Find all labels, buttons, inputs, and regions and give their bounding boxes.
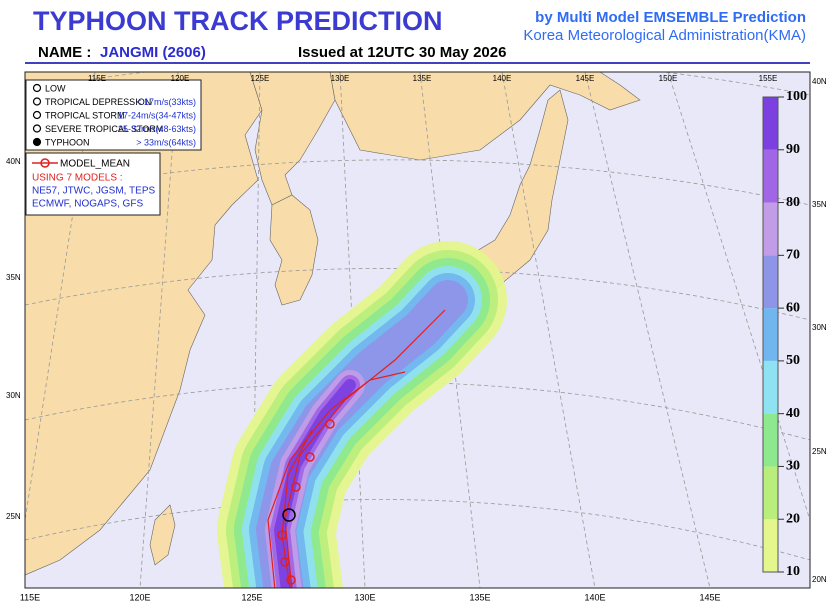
colorbar-segment	[763, 466, 778, 520]
lon-label: 120E	[129, 592, 150, 602]
legend-label: TROPICAL STORM	[45, 110, 125, 120]
colorbar-frame	[762, 96, 779, 573]
legend-symbol	[32, 137, 42, 147]
name-label: NAME :	[38, 44, 91, 61]
lon-label: 145E	[699, 592, 720, 602]
legend-symbol	[32, 124, 42, 133]
legend-label: TROPICAL DEPRESSION	[45, 97, 151, 107]
lat-label: 35N	[6, 273, 21, 282]
lat-label: 30N	[6, 391, 21, 400]
models-list: NE57, JTWC, JGSM, TEPS	[32, 186, 155, 197]
probability-area	[274, 379, 356, 588]
lon-label: 125E	[241, 592, 262, 602]
legend-range: > 33m/s(64kts)	[136, 137, 196, 147]
lon-label: 135E	[413, 74, 432, 83]
legend-label: TYPHOON	[45, 137, 90, 147]
colorbar-segment	[763, 202, 778, 256]
title: TYPHOON TRACK PREDICTION	[33, 6, 443, 36]
legend-symbol	[32, 83, 42, 93]
colorbar-label: 70	[786, 248, 800, 263]
models-list: ECMWF, NOGAPS, GFS	[32, 199, 143, 210]
legend-range: < 17m/s(33kts)	[136, 97, 196, 107]
lat-label: 20N	[812, 575, 827, 584]
lon-label: 115E	[88, 74, 106, 83]
lon-label: 130E	[354, 592, 375, 602]
track-lines	[267, 309, 446, 588]
map	[25, 72, 810, 588]
lon-label: 145E	[576, 74, 595, 83]
source-line: Korea Meteorological Administration(KMA)	[523, 27, 806, 44]
colorbar-label: 80	[786, 195, 800, 210]
colorbar-segment	[763, 255, 778, 309]
lat-label: 40N	[6, 157, 21, 166]
lon-label: 125E	[251, 74, 270, 83]
lat-label: 25N	[812, 447, 827, 456]
lon-label: 130E	[331, 74, 350, 83]
colorbar-label: 50	[786, 353, 800, 368]
colorbar: 10 20 30 40 50 60 70 80 90 100	[762, 89, 807, 579]
colorbar-segment	[763, 360, 778, 414]
models-using: USING 7 MODELS :	[32, 173, 123, 184]
colorbar-label: 10	[786, 564, 800, 579]
colorbar-label: 40	[786, 406, 800, 421]
colorbar-segment	[763, 97, 778, 150]
map-frame	[24, 71, 811, 589]
lon-label: 115E	[20, 592, 40, 602]
lat-label: 40N	[812, 77, 827, 86]
intensity-legend: LOW TROPICAL DEPRESSION< 17m/s(33kts) TROP…	[25, 79, 202, 151]
legend-label: LOW	[45, 83, 66, 93]
legend-range: 25-32m/s(48-63kts)	[118, 124, 196, 134]
lon-label: 150E	[659, 74, 678, 83]
colorbar-segment	[763, 413, 778, 467]
colorbar-segment	[763, 149, 778, 203]
track-points	[277, 419, 335, 585]
colorbar-segment	[763, 519, 778, 572]
colorbar-label: 90	[786, 142, 800, 157]
source-line: by Multi Model EMSEMBLE Prediction	[535, 9, 806, 26]
lon-label: 155E	[759, 74, 778, 83]
lon-label: 140E	[584, 592, 605, 602]
model-legend: MODEL_MEAN USING 7 MODELS : NE57, JTWC, …	[25, 152, 161, 216]
colorbar-label: 30	[786, 459, 800, 474]
lat-label: 35N	[812, 200, 827, 209]
legend-symbol	[32, 97, 42, 106]
mean-label: MODEL_MEAN	[60, 159, 130, 170]
colorbar-label: 20	[786, 511, 800, 526]
lon-label: 135E	[469, 592, 490, 602]
lon-label: 120E	[171, 74, 190, 83]
issued: Issued at 12UTC 30 May 2026	[298, 44, 506, 61]
name-value: JANGMI (2606)	[100, 44, 206, 61]
legend-label: SEVERE TROPICAL STORM	[45, 124, 163, 134]
colorbar-label: 100	[786, 89, 807, 104]
lat-label: 25N	[6, 512, 21, 521]
colorbar-segment	[763, 308, 778, 361]
legend-range: 17-24m/s(34-47kts)	[118, 110, 196, 120]
lat-label: 30N	[812, 323, 827, 332]
lon-label: 140E	[493, 74, 512, 83]
colorbar-label: 60	[786, 300, 800, 315]
legend-symbol	[32, 110, 42, 120]
